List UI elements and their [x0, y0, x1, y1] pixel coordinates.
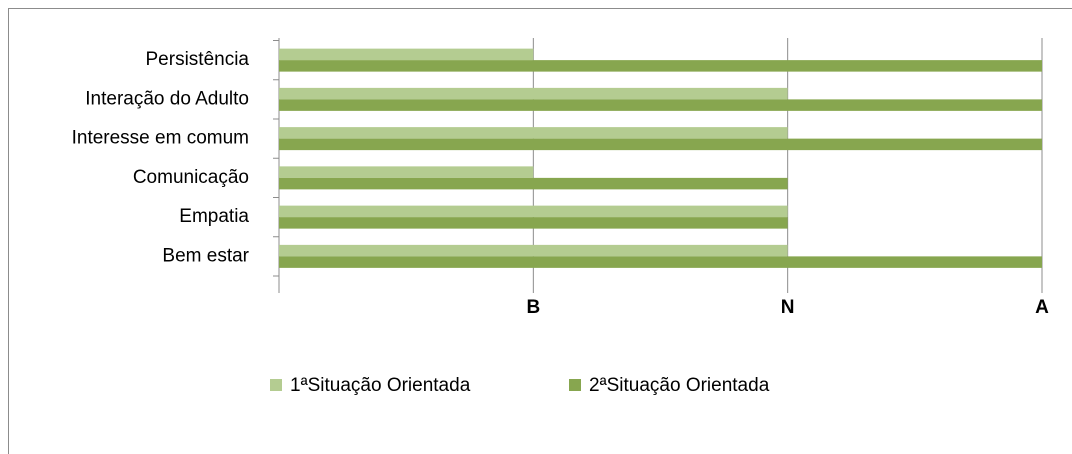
x-tick-label: B: [526, 297, 540, 318]
legend-swatch: [569, 379, 581, 391]
bar: [279, 127, 788, 139]
bar: [279, 205, 788, 218]
bar: [279, 99, 1042, 111]
chart-border: [8, 8, 1072, 454]
legend-swatch: [270, 379, 282, 391]
bar: [279, 60, 1042, 72]
y-tick-label: Interação do Adulto: [85, 88, 249, 109]
bar: [279, 177, 788, 190]
y-tick-label: Empatia: [179, 206, 249, 227]
legend-label: 1ªSituação Orientada: [290, 375, 471, 396]
bar: [279, 256, 1042, 268]
y-tick-label: Comunicação: [133, 167, 249, 188]
bar: [279, 48, 534, 61]
bar: [279, 166, 534, 178]
y-tick-label: Interesse em comum: [72, 128, 249, 149]
y-tick-label: Persistência: [146, 49, 250, 70]
bar: [279, 138, 1042, 151]
legend-label: 2ªSituação Orientada: [589, 375, 770, 396]
x-tick-label: A: [1035, 297, 1049, 318]
y-tick-label: Bem estar: [162, 245, 249, 266]
x-tick-label: N: [781, 297, 795, 318]
bar: [279, 244, 788, 257]
bar: [279, 217, 788, 229]
bar: [279, 87, 788, 100]
